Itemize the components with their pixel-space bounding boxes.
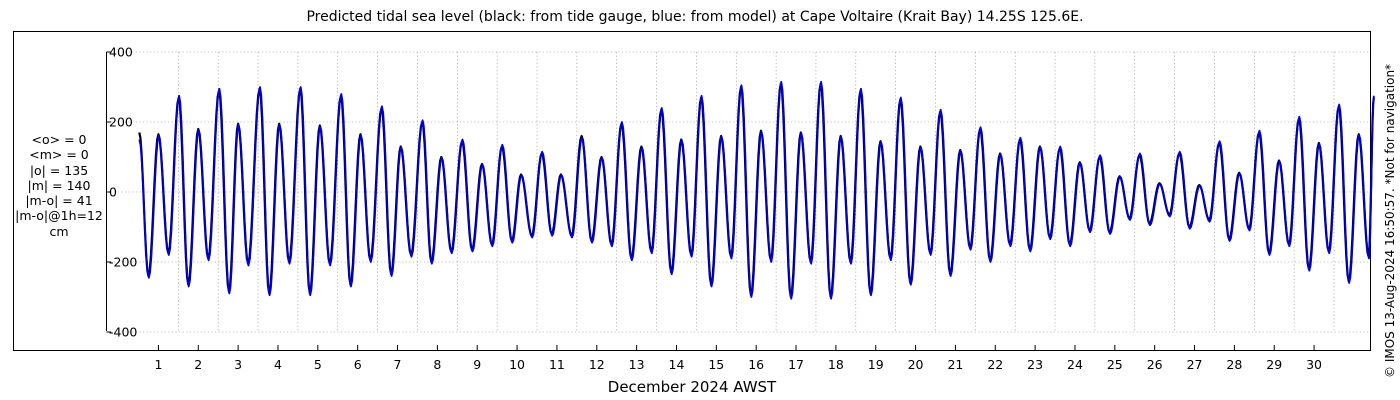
x-tick-label: 15 <box>708 357 724 372</box>
y-tick-label: -200 <box>109 255 137 270</box>
series-line-model <box>138 80 1375 300</box>
x-tick-label: 28 <box>1226 357 1242 372</box>
x-tick-label: 27 <box>1187 357 1203 372</box>
x-tick-label: 30 <box>1306 357 1322 372</box>
copyright-notice: © IMOS 13-Aug-2024 16:50:57. *Not for na… <box>1383 63 1397 378</box>
y-tick-label: -400 <box>109 325 137 340</box>
stat-mean-model: <m> = 0 <box>29 147 89 163</box>
x-tick-label: 24 <box>1067 357 1083 372</box>
x-tick-label: 14 <box>669 357 685 372</box>
y-axis: 400 200 0 -200 -400 <box>106 45 137 340</box>
series-group <box>138 80 1375 300</box>
x-tick-label: 1 <box>154 357 162 372</box>
x-tick-label: 12 <box>589 357 605 372</box>
figure-frame <box>13 31 1371 351</box>
x-tick-label: 26 <box>1147 357 1163 372</box>
x-tick-label: 7 <box>394 357 402 372</box>
chart-title: Predicted tidal sea level (black: from t… <box>306 9 1084 25</box>
x-axis: 1 2 3 4 5 6 7 8 9 10 11 12 13 14 15 16 17 18 19 20 21 22 23 24 2… <box>154 345 1322 372</box>
x-axis-label: December 2024 AWST <box>608 378 777 396</box>
stat-abs-difference: |m-o| = 41 <box>25 193 93 209</box>
x-tick-label: 23 <box>1027 357 1043 372</box>
x-tick-label: 29 <box>1266 357 1282 372</box>
x-tick-label: 18 <box>828 357 844 372</box>
y-tick-label: 0 <box>109 185 117 200</box>
x-tick-label: 17 <box>788 357 804 372</box>
x-tick-label: 10 <box>509 357 525 372</box>
x-tick-label: 20 <box>908 357 924 372</box>
stat-units: cm <box>49 223 69 239</box>
y-tick-label: 200 <box>109 115 133 130</box>
x-tick-label: 25 <box>1107 357 1123 372</box>
x-tick-label: 9 <box>473 357 481 372</box>
stat-abs-observed: |o| = 135 <box>29 162 89 178</box>
stat-mean-observed: <o> = 0 <box>31 132 87 147</box>
x-tick-label: 11 <box>549 357 565 372</box>
statistics-panel: <o> = 0 <m> = 0 |o| = 135 |m| = 140 |m-o… <box>12 132 106 239</box>
stat-abs-difference-1h: |m-o|@1h=12 <box>15 208 103 224</box>
x-tick-label: 2 <box>194 357 202 372</box>
x-tick-label: 3 <box>234 357 242 372</box>
x-tick-label: 16 <box>748 357 764 372</box>
x-tick-label: 5 <box>314 357 322 372</box>
x-tick-label: 21 <box>947 357 963 372</box>
stat-abs-model: |m| = 140 <box>27 177 91 193</box>
x-tick-label: 4 <box>274 357 282 372</box>
x-tick-label: 13 <box>629 357 645 372</box>
x-tick-label: 6 <box>354 357 362 372</box>
x-tick-label: 8 <box>433 357 441 372</box>
x-tick-label: 19 <box>868 357 884 372</box>
x-tick-label: 22 <box>987 357 1003 372</box>
grid-lines <box>107 51 1370 333</box>
y-tick-label: 400 <box>109 45 133 60</box>
